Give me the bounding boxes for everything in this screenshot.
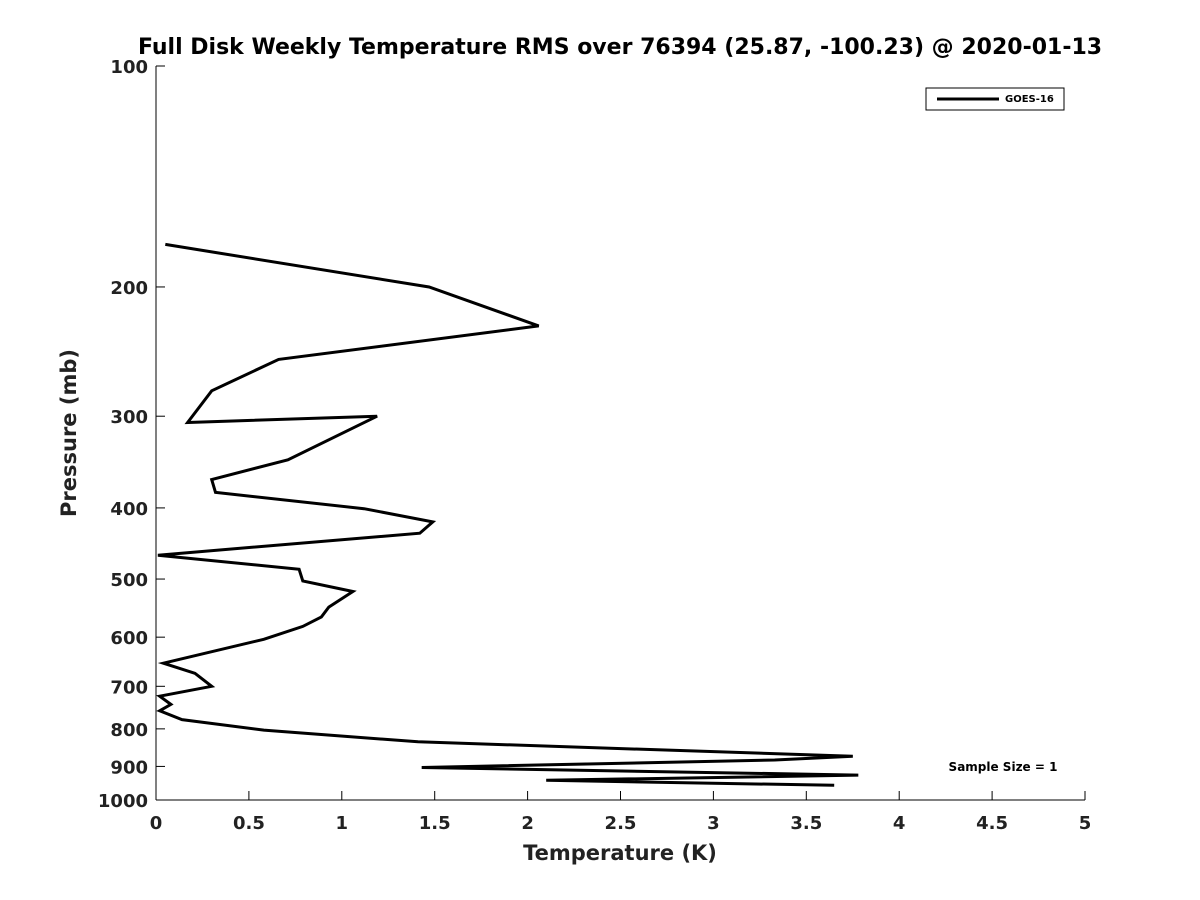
chart-title: Full Disk Weekly Temperature RMS over 76…	[138, 35, 1102, 60]
series-group	[156, 242, 859, 787]
x-axis-ticks: 0 0.5 1 1.5 2 2.5 3 3.5 4 4.5 5	[150, 791, 1092, 834]
y-tick-label: 1000	[98, 791, 148, 812]
y-tick-label: 400	[110, 499, 148, 520]
x-tick-label: 2	[521, 813, 534, 834]
x-tick-label: 4	[893, 813, 906, 834]
x-tick-label: 3	[707, 813, 720, 834]
y-axis-title: Pressure (mb)	[57, 349, 81, 517]
y-tick-label: 100	[110, 57, 148, 78]
sample-size-annotation: Sample Size = 1	[949, 760, 1058, 774]
x-tick-label: 1	[336, 813, 349, 834]
y-tick-label: 700	[110, 677, 148, 698]
x-tick-label: 0	[150, 813, 163, 834]
x-tick-label: 3.5	[790, 813, 822, 834]
y-tick-label: 600	[110, 628, 148, 649]
x-tick-label: 4.5	[976, 813, 1008, 834]
x-tick-label: 2.5	[605, 813, 637, 834]
y-tick-label: 200	[110, 278, 148, 299]
x-tick-label: 1.5	[419, 813, 451, 834]
y-tick-label: 800	[110, 720, 148, 741]
y-tick-label: 900	[110, 757, 148, 778]
x-axis-title: Temperature (K)	[523, 841, 717, 865]
y-axis-ticks: 100 200 300 400 500 600 700 800 900 1000	[98, 57, 165, 812]
x-tick-label: 5	[1079, 813, 1092, 834]
legend: GOES-16	[925, 87, 1065, 111]
legend-label-goes-16: GOES-16	[1005, 94, 1054, 105]
y-tick-label: 300	[110, 407, 148, 428]
y-tick-label: 500	[110, 570, 148, 591]
series-line-goes-16	[156, 242, 859, 787]
x-tick-label: 0.5	[233, 813, 265, 834]
